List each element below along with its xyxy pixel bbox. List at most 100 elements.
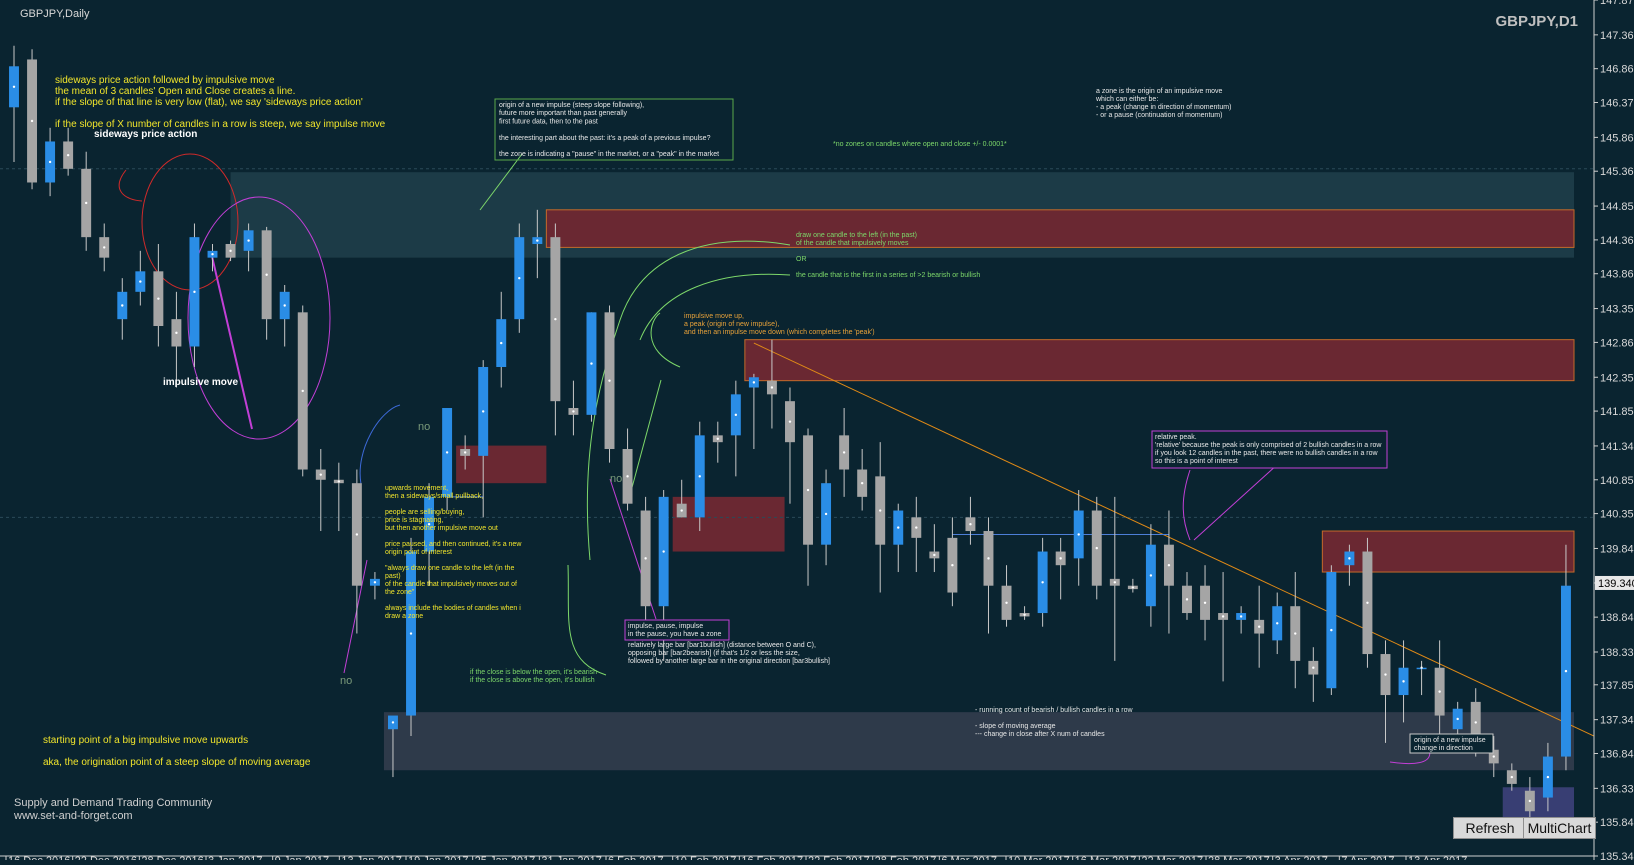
candle[interactable]: [81, 151, 92, 251]
candle[interactable]: [1434, 640, 1445, 743]
candle[interactable]: [1200, 565, 1210, 641]
candle[interactable]: [1308, 647, 1319, 702]
candle[interactable]: [478, 360, 489, 518]
candle[interactable]: [965, 496, 976, 545]
candle-mid-dot: [355, 533, 359, 536]
candle[interactable]: [1326, 565, 1337, 696]
candle[interactable]: [514, 223, 525, 333]
candle[interactable]: [1398, 640, 1409, 723]
candle[interactable]: [676, 479, 687, 518]
candle[interactable]: [1272, 592, 1283, 655]
candle[interactable]: [261, 226, 272, 340]
blue-arrow: [359, 404, 401, 485]
candle[interactable]: [45, 127, 56, 197]
candle[interactable]: [243, 223, 254, 272]
price-tick-label: 145.365: [1600, 166, 1634, 178]
candle[interactable]: [839, 408, 850, 497]
candle[interactable]: [1416, 660, 1427, 696]
time-tick-label: 7 Apr 2017: [1341, 855, 1394, 860]
candle[interactable]: [279, 284, 290, 347]
candle[interactable]: [171, 291, 182, 388]
candle[interactable]: [63, 127, 74, 176]
candle[interactable]: [1145, 524, 1156, 627]
candle[interactable]: [424, 483, 435, 586]
candle[interactable]: [1362, 537, 1373, 668]
candle[interactable]: [333, 462, 344, 532]
candle[interactable]: [532, 209, 543, 279]
candle[interactable]: [1218, 572, 1229, 682]
candle[interactable]: [947, 517, 958, 607]
candle[interactable]: [1560, 544, 1571, 771]
candle[interactable]: [1037, 537, 1048, 627]
candle[interactable]: [803, 428, 813, 586]
starting-point-sub: aka, the origination point of a steep sl…: [43, 757, 311, 768]
candle[interactable]: [1236, 606, 1247, 634]
candle[interactable]: [460, 435, 471, 470]
candle[interactable]: [1380, 640, 1391, 743]
multichart-button[interactable]: MultiChart: [1523, 817, 1596, 839]
candle[interactable]: [388, 715, 398, 778]
candle[interactable]: [1127, 578, 1138, 593]
refresh-button[interactable]: Refresh: [1453, 817, 1527, 839]
candle[interactable]: [406, 537, 416, 737]
candle[interactable]: [1001, 565, 1012, 627]
candle[interactable]: [1506, 763, 1517, 791]
candle[interactable]: [1073, 490, 1084, 586]
candle[interactable]: [1182, 572, 1192, 620]
candle[interactable]: [1109, 496, 1120, 661]
candle[interactable]: [189, 223, 200, 368]
candle[interactable]: [857, 449, 868, 511]
time-tick-label: 22 Mar 2017: [1141, 855, 1203, 860]
candle-mid-dot: [1402, 680, 1405, 683]
candle[interactable]: [1344, 544, 1355, 586]
candle[interactable]: [550, 223, 561, 436]
candle[interactable]: [315, 449, 326, 532]
candle[interactable]: [1254, 585, 1265, 668]
candle[interactable]: [983, 517, 994, 634]
candle[interactable]: [712, 421, 723, 463]
candle[interactable]: [496, 291, 507, 388]
candle[interactable]: [117, 278, 128, 340]
candle[interactable]: [369, 572, 380, 600]
candle[interactable]: [99, 223, 110, 272]
candle[interactable]: [153, 243, 164, 347]
candle[interactable]: [766, 339, 777, 429]
candle[interactable]: [1488, 736, 1499, 778]
sideways-label: sideways price action: [94, 129, 197, 140]
candle[interactable]: [1290, 572, 1301, 689]
candle[interactable]: [1091, 496, 1102, 600]
candle[interactable]: [748, 373, 759, 450]
candle[interactable]: [135, 250, 146, 306]
candle[interactable]: [893, 503, 904, 573]
candle[interactable]: [875, 442, 886, 593]
candle[interactable]: [586, 312, 597, 422]
candle[interactable]: [1542, 742, 1553, 812]
price-tick-label: 147.870: [1600, 0, 1634, 7]
upwards-movement-line: people are selling/buying,: [385, 509, 464, 516]
candle-mid-dot: [1492, 755, 1495, 758]
candle[interactable]: [911, 496, 922, 573]
candle[interactable]: [730, 380, 741, 477]
candle[interactable]: [207, 243, 218, 272]
candle[interactable]: [622, 428, 633, 511]
candle[interactable]: [1019, 606, 1030, 620]
symbol-title: GBPJPY,Daily: [20, 8, 90, 20]
candle[interactable]: [694, 421, 705, 532]
candle[interactable]: [640, 496, 651, 641]
candle[interactable]: [225, 240, 236, 262]
candle[interactable]: [351, 469, 362, 634]
candle[interactable]: [929, 524, 940, 573]
candle[interactable]: [785, 387, 795, 504]
candle[interactable]: [9, 45, 19, 162]
candle[interactable]: [568, 380, 579, 436]
candle[interactable]: [1163, 510, 1174, 634]
candle[interactable]: [821, 469, 832, 566]
candle[interactable]: [1055, 537, 1066, 600]
price-tick-label: 142.350: [1600, 372, 1634, 384]
candle[interactable]: [442, 408, 453, 511]
candle[interactable]: [604, 305, 615, 463]
candle[interactable]: [27, 49, 38, 190]
candle[interactable]: [297, 305, 308, 477]
